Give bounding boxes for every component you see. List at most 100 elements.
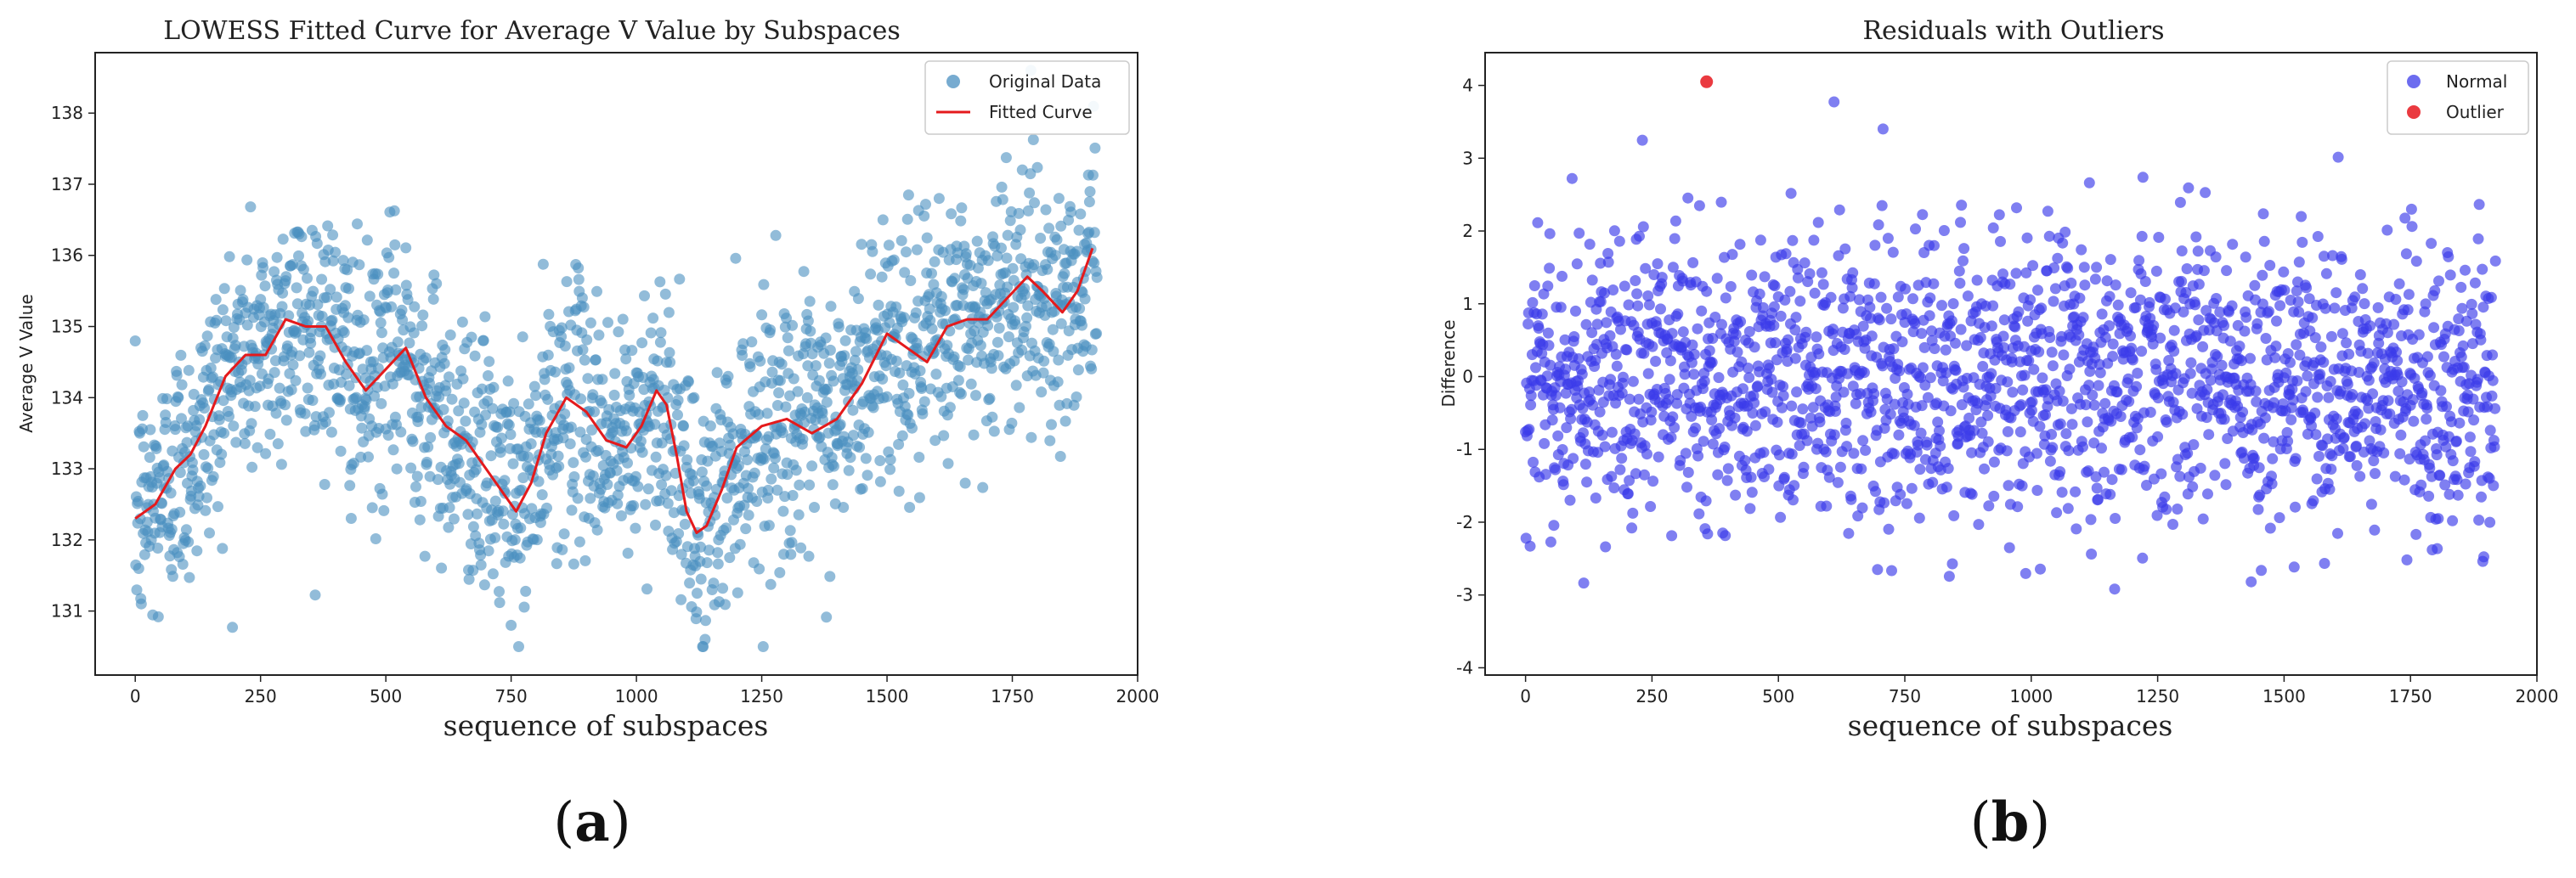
data-point-original — [654, 336, 666, 348]
data-point-normal — [1797, 403, 1809, 415]
data-point-normal — [2460, 264, 2471, 276]
data-point-normal — [1966, 447, 1978, 459]
data-point-original — [573, 536, 585, 548]
data-point-original — [1040, 204, 1052, 216]
data-point-normal — [2188, 439, 2200, 451]
data-point-normal — [1638, 347, 1650, 359]
data-point-original — [228, 420, 240, 432]
data-point-original — [941, 340, 953, 352]
data-point-normal — [2456, 302, 2468, 314]
data-point-original — [177, 559, 189, 570]
data-point-normal — [1557, 479, 1569, 491]
data-point-normal — [2028, 363, 2040, 375]
data-point-normal — [2302, 428, 2313, 440]
data-point-normal — [2291, 339, 2302, 351]
data-point-normal — [2420, 435, 2431, 447]
data-point-normal — [2049, 283, 2061, 295]
data-point-normal — [1935, 440, 1946, 452]
data-point-original — [303, 346, 315, 358]
data-point-original — [525, 438, 537, 450]
data-point-normal — [2315, 341, 2327, 353]
data-point-original — [416, 320, 428, 332]
data-point-original — [720, 522, 732, 534]
data-point-original — [533, 476, 545, 487]
data-point-normal — [1715, 196, 1727, 208]
data-point-original — [1091, 272, 1103, 284]
data-point-normal — [2476, 491, 2487, 503]
data-point-original — [765, 578, 777, 590]
data-point-original — [1089, 142, 1101, 154]
data-point-original — [199, 340, 211, 352]
data-point-normal — [1928, 278, 1940, 290]
data-point-original — [319, 479, 330, 490]
data-point-original — [152, 611, 164, 622]
data-point-original — [1020, 320, 1031, 332]
data-point-original — [343, 283, 354, 295]
data-point-normal — [2080, 399, 2092, 411]
data-point-original — [392, 336, 404, 348]
data-point-normal — [1618, 371, 1629, 383]
data-point-original — [1054, 451, 1066, 462]
data-point-original — [679, 518, 691, 530]
data-point-normal — [1599, 441, 1611, 453]
data-point-original — [684, 577, 696, 589]
data-point-original — [319, 256, 331, 267]
data-point-original — [636, 337, 648, 349]
data-point-normal — [2410, 256, 2422, 267]
data-point-normal — [2021, 232, 2033, 244]
data-point-original — [777, 427, 788, 439]
data-point-normal — [1954, 278, 1966, 289]
data-point-original — [935, 391, 947, 402]
y-tick-label: -2 — [1456, 512, 1473, 532]
data-point-original — [476, 383, 488, 395]
data-point-original — [656, 479, 668, 491]
data-point-normal — [2291, 375, 2303, 386]
data-point-original — [784, 525, 796, 537]
x-tick-label: 250 — [245, 686, 277, 706]
data-point-original — [453, 405, 465, 417]
data-point-normal — [1995, 235, 2006, 247]
data-point-normal — [1713, 372, 1725, 384]
data-point-normal — [1550, 390, 1562, 402]
data-point-original — [717, 583, 729, 594]
data-point-original — [150, 442, 162, 454]
data-point-normal — [2307, 312, 2319, 324]
data-point-normal — [2136, 346, 2148, 357]
data-point-original — [805, 325, 816, 337]
data-point-normal — [2401, 554, 2413, 566]
data-point-original — [487, 568, 499, 580]
data-point-original — [974, 340, 986, 352]
data-point-original — [568, 471, 580, 482]
data-point-normal — [2406, 221, 2418, 233]
data-point-normal — [2070, 486, 2082, 498]
data-point-normal — [1820, 446, 1832, 458]
data-point-original — [903, 387, 915, 399]
data-point-normal — [1768, 301, 1780, 312]
data-point-original — [234, 284, 246, 296]
data-point-normal — [2240, 312, 2252, 324]
data-point-original — [1028, 259, 1040, 271]
data-point-original — [1036, 386, 1048, 398]
data-point-normal — [1839, 344, 1850, 355]
data-point-normal — [2246, 576, 2257, 588]
data-point-normal — [2351, 440, 2362, 452]
data-point-normal — [2002, 376, 2014, 388]
data-point-original — [649, 419, 661, 431]
data-point-original — [1047, 324, 1059, 335]
data-point-original — [376, 327, 387, 339]
data-point-normal — [2104, 254, 2116, 266]
data-point-normal — [1906, 482, 1918, 494]
data-point-original — [1007, 262, 1019, 274]
data-point-original — [319, 416, 331, 428]
data-point-original — [692, 588, 703, 599]
y-tick-label: -3 — [1456, 585, 1473, 605]
data-point-normal — [2205, 374, 2217, 386]
data-point-original — [877, 214, 889, 226]
data-point-normal — [2074, 292, 2086, 304]
data-point-original — [407, 436, 419, 447]
data-point-normal — [2177, 408, 2189, 420]
data-point-original — [251, 442, 263, 453]
data-point-original — [477, 335, 489, 346]
data-point-original — [804, 295, 816, 307]
y-tick-label: 132 — [51, 530, 83, 550]
